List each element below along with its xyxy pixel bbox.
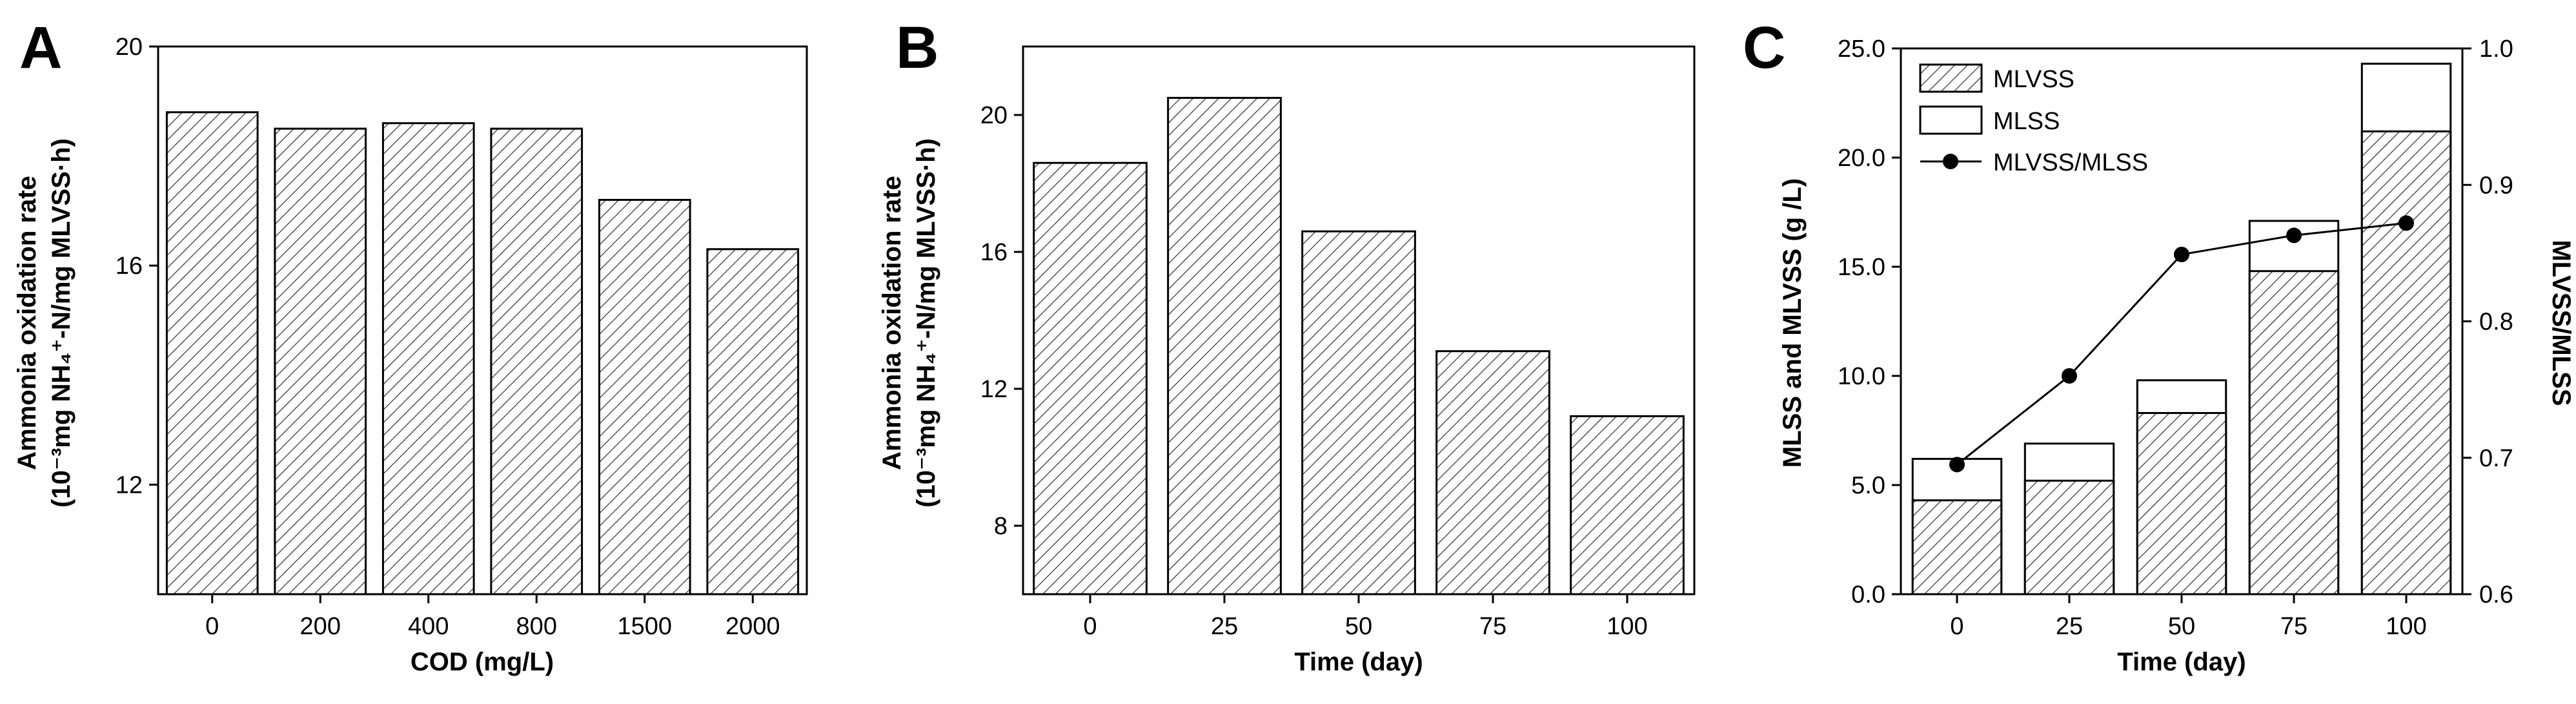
axes-frame-a (157, 45, 808, 595)
xlabel-b: Time (day) (1294, 648, 1423, 676)
legend-swatch-mlvss (1919, 63, 1983, 93)
xtick-label-c-4: 100 (2386, 613, 2426, 640)
bar-b-1 (1167, 97, 1282, 595)
ytick-label-b-1: 12 (980, 376, 1008, 403)
point-ratio-4 (2399, 215, 2414, 231)
plot-area-a: 0 200 400 800 1500 2000 12 16 20 (116, 34, 800, 640)
ytick-label-b-3: 20 (980, 102, 1008, 129)
bar-mlvss-1 (2023, 479, 2115, 595)
xtick-label-b-4: 100 (1607, 613, 1647, 640)
bar-a-3 (490, 127, 583, 595)
y2label-c: MLVSS/MLSS (2547, 240, 2575, 406)
xtick-label-c-3: 75 (2280, 613, 2307, 640)
point-ratio-3 (2286, 227, 2302, 243)
point-ratio-2 (2174, 246, 2189, 262)
xtick-label-c-2: 50 (2168, 613, 2195, 640)
panel-label-b: B (896, 15, 938, 81)
legend-label-mlss: MLSS (1993, 108, 2060, 135)
bar-mlvss-3 (2248, 270, 2340, 595)
xtick-label-a-3: 800 (516, 613, 557, 640)
xtick-label-a-2: 400 (408, 613, 449, 640)
ylabel-a-line1: Ammonia oxidation rate (13, 176, 41, 470)
bar-mlvss-4 (2360, 130, 2452, 595)
y2tick-label-c-0: 0.6 (2479, 581, 2513, 608)
chart-panel-b: B Ammonia oxidation rate (10⁻³mg NH₄⁺-N/… (878, 15, 1696, 676)
legend-label-mlvss: MLVSS (1993, 66, 2074, 93)
ylabel-c: MLSS and MLVSS (g /L) (1778, 178, 1807, 468)
xlabel-c: Time (day) (2117, 648, 2246, 676)
plot-area-b: 0 25 50 75 100 8 12 16 20 (980, 97, 1685, 640)
xtick-label-b-0: 0 (1083, 613, 1097, 640)
ytick-label-b-2: 16 (980, 239, 1008, 266)
bar-a-4 (598, 198, 691, 595)
xtick-label-c-1: 25 (2056, 613, 2083, 640)
xtick-label-a-5: 2000 (725, 613, 780, 640)
xlabel-a: COD (mg/L) (411, 648, 554, 676)
ytick-label-c-5: 25.0 (1838, 36, 1885, 63)
legend-label-ratio: MLVSS/MLSS (1993, 149, 2148, 176)
ytick-label-c-2: 10.0 (1838, 363, 1885, 390)
ylabel-a-line2: (10⁻³mg NH₄⁺-N/mg MLVSS·h) (47, 138, 76, 508)
axes-frame-b (1022, 45, 1696, 595)
bar-b-4 (1570, 415, 1685, 595)
bar-a-2 (381, 122, 475, 595)
point-ratio-0 (1949, 457, 1965, 473)
ytick-label-a-2: 20 (116, 34, 143, 61)
xtick-label-b-1: 25 (1211, 613, 1238, 640)
plot-area-c: 0 25 50 75 100 0.0 5.0 10.0 15.0 20.0 25.0 0.6 0.7 0.… (1838, 36, 2513, 640)
panel-label-a: A (19, 15, 62, 81)
bar-b-2 (1301, 230, 1416, 595)
ytick-label-a-1: 16 (116, 253, 143, 280)
xtick-label-a-1: 200 (300, 613, 341, 640)
bar-a-0 (165, 111, 259, 595)
legend-swatch-ratio-marker (1943, 154, 1958, 169)
ylabel-b-line2: (10⁻³mg NH₄⁺-N/mg MLVSS·h) (912, 138, 940, 508)
y2tick-label-c-4: 1.0 (2479, 36, 2513, 63)
ytick-label-b-0: 8 (994, 513, 1008, 540)
xtick-label-a-4: 1500 (617, 613, 672, 640)
y2tick-label-c-1: 0.7 (2479, 445, 2513, 472)
ylabel-b-line1: Ammonia oxidation rate (878, 176, 906, 470)
bar-mlvss-2 (2136, 411, 2227, 595)
ytick-label-c-1: 5.0 (1851, 472, 1885, 499)
chart-panel-a: A Ammonia oxidation rate (10⁻³mg NH₄⁺-N/… (13, 15, 808, 676)
chart-panel-c: C MLSS and MLVSS (g /L) MLVSS/MLSS 0 25 50… (1743, 15, 2575, 676)
y2tick-label-c-2: 0.8 (2479, 309, 2513, 336)
bar-a-5 (706, 248, 800, 595)
point-ratio-1 (2062, 368, 2077, 384)
xtick-label-c-0: 0 (1950, 613, 1963, 640)
panel-label-c: C (1743, 15, 1785, 81)
axes-frame-c (1900, 47, 2464, 595)
xtick-label-b-3: 75 (1479, 613, 1506, 640)
xtick-label-a-0: 0 (205, 613, 219, 640)
y2tick-label-c-3: 0.9 (2479, 172, 2513, 199)
bar-a-1 (274, 127, 367, 595)
ytick-label-c-3: 15.0 (1838, 254, 1885, 281)
legend-swatch-mlss (1919, 105, 1983, 135)
bar-b-0 (1033, 161, 1148, 595)
bar-b-3 (1435, 350, 1550, 595)
ytick-label-c-0: 0.0 (1851, 581, 1885, 608)
ytick-label-c-4: 20.0 (1838, 145, 1885, 172)
bar-mlvss-0 (1911, 499, 2003, 595)
ytick-label-a-0: 12 (116, 471, 143, 499)
xtick-label-b-2: 50 (1345, 613, 1372, 640)
legend-c: MLVSS MLSS MLVSS/MLSS (1919, 63, 2148, 176)
